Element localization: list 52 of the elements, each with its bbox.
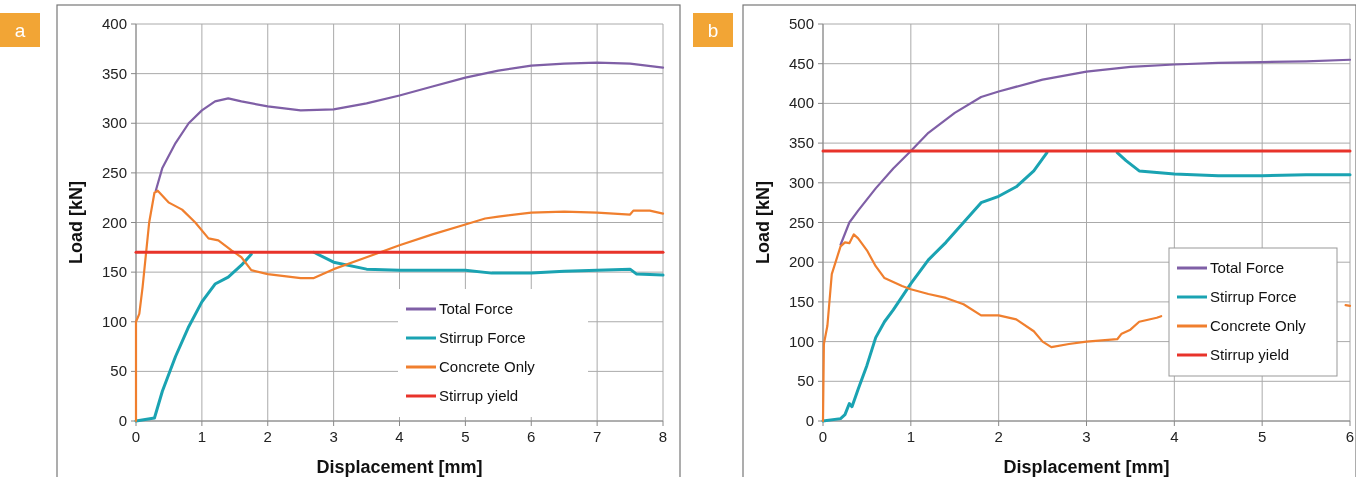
y-tick-label: 150: [788, 292, 814, 310]
y-tick-label: 500: [788, 15, 814, 32]
x-tick-label: 3: [329, 428, 338, 445]
x-tick-label: 0: [131, 428, 141, 445]
y-tick-label: 350: [788, 134, 814, 152]
x-axis-title: Displacement [mm]: [1003, 457, 1170, 477]
x-tick-label: 4: [395, 428, 404, 445]
y-axis-title: Load [kN]: [66, 181, 86, 264]
legend-label: Total Force: [439, 300, 514, 317]
x-tick-label: 4: [1170, 428, 1179, 445]
y-tick-label: 0: [805, 412, 814, 429]
x-tick-label: 6: [1345, 428, 1355, 445]
y-tick-label: 300: [788, 173, 814, 191]
x-tick-label: 5: [1257, 428, 1267, 445]
legend-label: Stirrup yield: [439, 387, 519, 404]
legend-label: Total Force: [1210, 259, 1285, 276]
y-tick-label: 150: [101, 263, 127, 281]
legend-label: Concrete Only: [1210, 317, 1307, 334]
line-series: [154, 61, 665, 192]
y-tick-label: 250: [101, 163, 127, 181]
legend-label: Stirrup Force: [439, 329, 526, 346]
x-tick-label: 6: [527, 428, 536, 445]
y-tick-label: 100: [788, 332, 814, 350]
x-tick-label: 2: [263, 428, 272, 445]
y-tick-label: 0: [118, 412, 127, 429]
x-tick-label: 2: [994, 428, 1003, 445]
y-tick-label: 250: [788, 213, 814, 231]
x-tick-label: 1: [906, 428, 916, 445]
y-tick-label: 200: [101, 213, 127, 231]
y-tick-label: 200: [788, 253, 814, 271]
x-tick-label: 3: [1082, 428, 1091, 445]
x-tick-label: 1: [197, 428, 207, 445]
legend-label: Concrete Only: [439, 358, 536, 375]
y-tick-label: 300: [101, 114, 127, 132]
y-tick-label: 400: [788, 94, 814, 112]
chart-title: b: [707, 20, 719, 41]
y-tick-label: 50: [797, 372, 814, 390]
x-tick-label: 5: [461, 428, 470, 445]
y-tick-label: 50: [110, 362, 127, 380]
y-tick-label: 450: [788, 54, 814, 72]
line-series: [839, 58, 1352, 246]
legend-label: Stirrup Force: [1210, 288, 1297, 305]
y-tick-label: 350: [101, 64, 127, 82]
chart-title: a: [14, 20, 26, 41]
x-tick-label: 0: [818, 428, 828, 445]
y-tick-label: 100: [101, 312, 127, 330]
legend-label: Stirrup yield: [1210, 346, 1290, 363]
x-axis-title: Displacement [mm]: [316, 457, 483, 477]
x-tick-label: 7: [592, 428, 602, 445]
y-tick-label: 400: [101, 15, 127, 32]
x-tick-label: 8: [658, 428, 668, 445]
y-axis-title: Load [kN]: [753, 181, 773, 264]
